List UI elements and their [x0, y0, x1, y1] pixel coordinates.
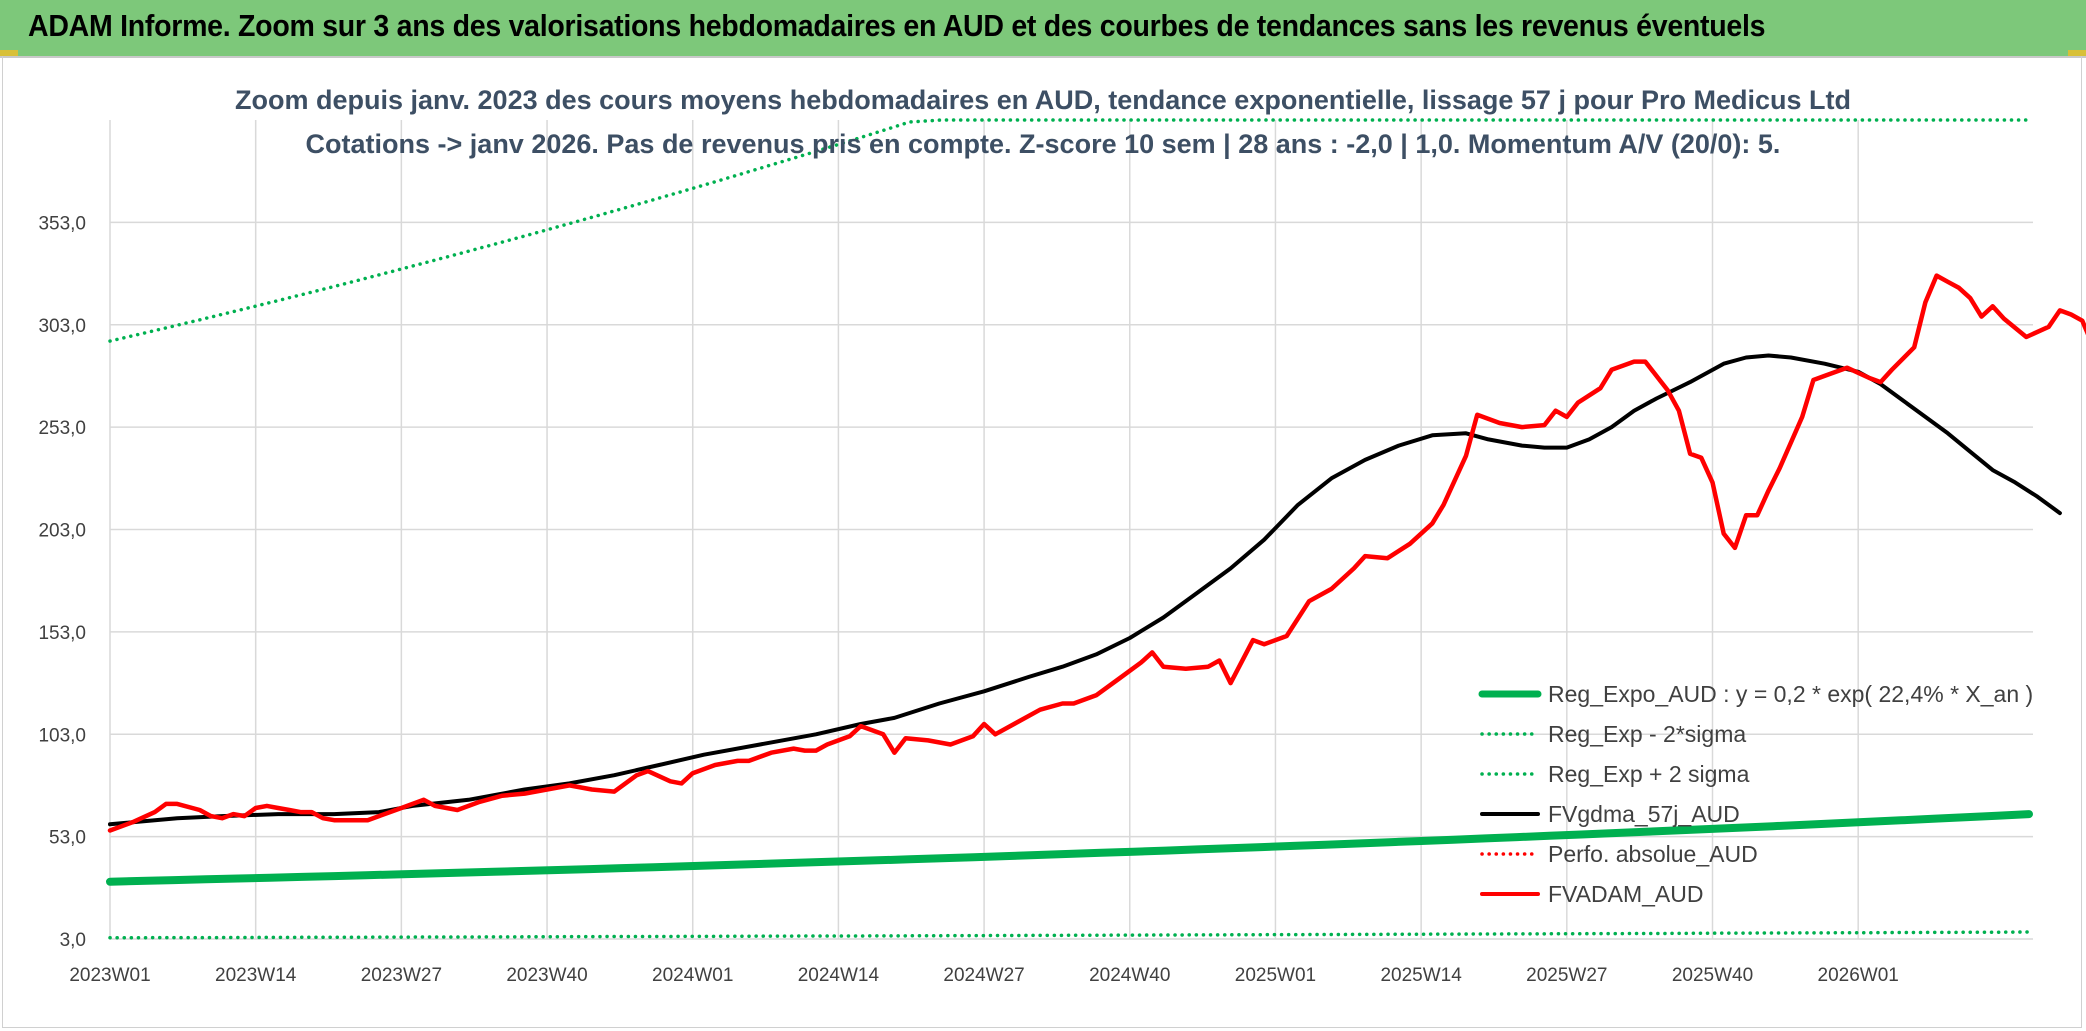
header-bar: ADAM Informe. Zoom sur 3 ans des valoris…	[0, 0, 2086, 58]
y-tick-label: 303,0	[38, 316, 86, 337]
x-axis: 2023W01 2023W14 2023W27 2023W40 2024W01 2024W…	[69, 965, 1899, 986]
x-tick-label: 2025W40	[1672, 965, 1753, 986]
x-tick-label: 2024W27	[943, 965, 1024, 986]
series-line-5	[107, 273, 2086, 833]
x-tick-label: 2023W14	[215, 965, 297, 986]
series-line-0	[106, 810, 2033, 886]
y-tick-label: 53,0	[49, 828, 86, 849]
y-tick-label: 153,0	[38, 623, 86, 644]
x-tick-label: 2024W40	[1089, 965, 1170, 986]
y-tick-label: 253,0	[38, 418, 86, 439]
chart-area	[2, 56, 2082, 1028]
x-tick-label: 2024W14	[798, 965, 880, 986]
chart-subtitle-line2: Cotations -> janv 2026. Pas de revenus p…	[306, 129, 1781, 159]
legend-label: Reg_Exp + 2 sigma	[1548, 761, 1750, 787]
y-tick-label: 3,0	[60, 930, 86, 951]
header-accent-left	[0, 50, 18, 56]
legend-label: Perfo. absolue_AUD	[1548, 841, 1758, 867]
legend-label: Reg_Expo_AUD : y = 0,2 * exp( 22,4% * X_…	[1548, 681, 2033, 707]
y-tick-label: 103,0	[38, 725, 86, 746]
legend-label: FVgdma_57j_AUD	[1548, 801, 1740, 827]
series-line-1	[108, 930, 2031, 940]
y-tick-label: 353,0	[38, 213, 86, 234]
x-tick-label: 2026W01	[1818, 965, 1899, 986]
x-tick-label: 2025W27	[1526, 965, 1607, 986]
x-tick-label: 2023W27	[361, 965, 442, 986]
series-group	[106, 118, 2086, 940]
x-tick-label: 2025W01	[1235, 965, 1316, 986]
y-tick-label: 203,0	[38, 521, 86, 542]
legend-label: FVADAM_AUD	[1548, 881, 1704, 907]
header-accent-right	[2068, 50, 2086, 56]
chart-subtitle-line1: Zoom depuis janv. 2023 des cours moyens …	[235, 85, 1851, 115]
legend-label: Reg_Exp - 2*sigma	[1548, 721, 1746, 747]
page-title: ADAM Informe. Zoom sur 3 ans des valoris…	[28, 8, 1766, 43]
y-axis: 3,0 53,0 103,0 153,0 203,0 253,0 303,0 353,0	[38, 213, 86, 951]
x-tick-label: 2024W01	[652, 965, 733, 986]
x-tick-label: 2023W01	[69, 965, 150, 986]
legend-box	[1720, 680, 2040, 926]
x-tick-label: 2023W40	[506, 965, 587, 986]
legend: Reg_Expo_AUD : y = 0,2 * exp( 22,4% * X_…	[1478, 681, 2033, 907]
x-tick-label: 2025W14	[1380, 965, 1462, 986]
